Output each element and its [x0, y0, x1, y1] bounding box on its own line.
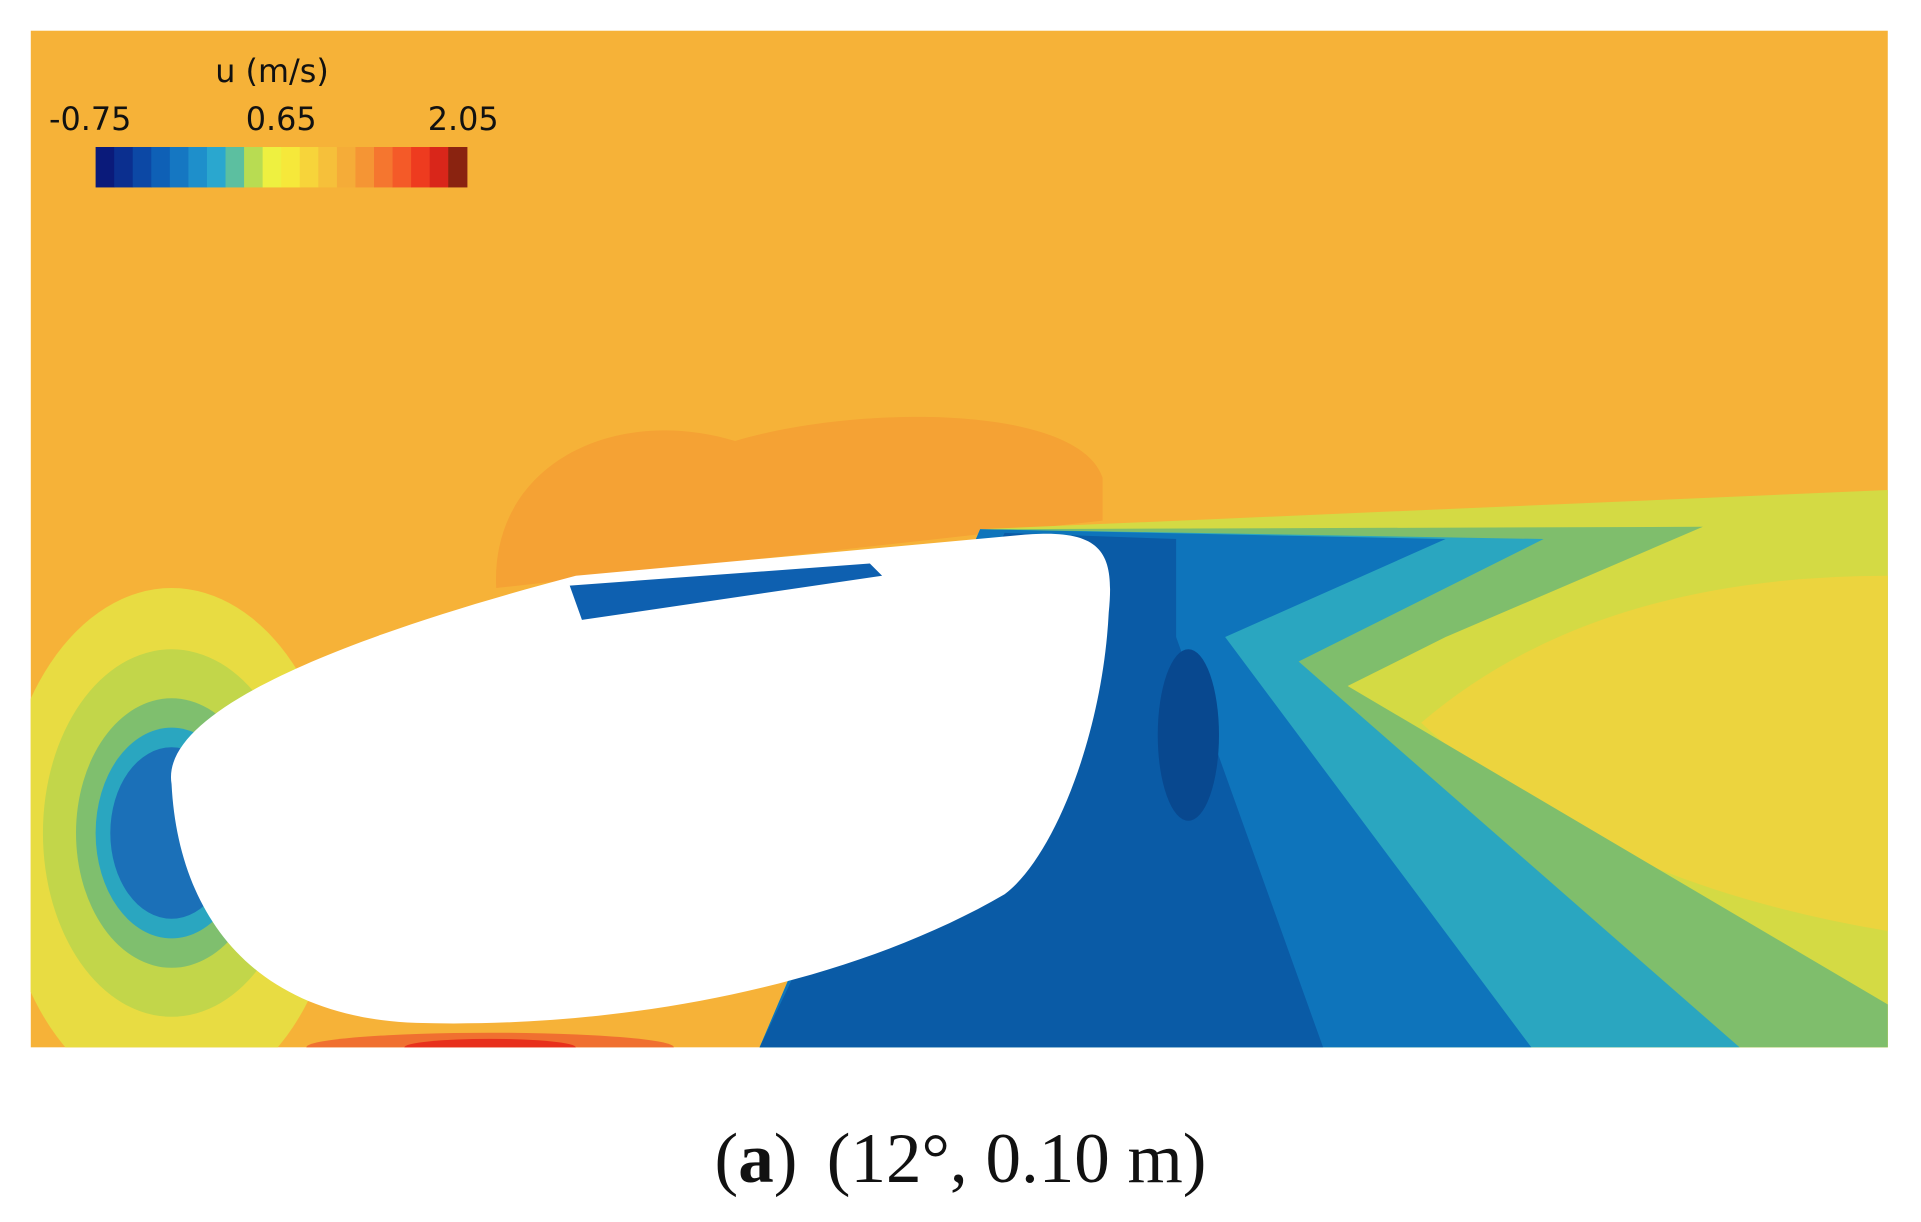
colorbar-segment: [225, 147, 245, 188]
colorbar-segment: [448, 147, 468, 188]
colorbar-tick-label: 2.05: [428, 100, 499, 138]
colorbar-segment: [336, 147, 357, 188]
colorbar-segment: [392, 147, 412, 188]
colorbar-segment: [188, 147, 208, 188]
colorbar-segment: [262, 147, 282, 188]
caption-open: (: [715, 1120, 739, 1198]
colorbar-segment: [411, 147, 431, 188]
colorbar-segment: [114, 147, 134, 188]
caption-close: ): [774, 1120, 798, 1198]
colorbar-segment: [374, 147, 394, 188]
colorbar-segment: [151, 147, 171, 188]
colorbar-title: u (m/s): [215, 52, 328, 90]
colorbar-segment: [169, 147, 190, 188]
colorbar-segment: [299, 147, 319, 188]
caption-text: (12°, 0.10 m): [827, 1120, 1207, 1198]
colorbar-segment: [429, 147, 449, 188]
colorbar-tick-label: -0.75: [49, 100, 131, 138]
colorbar-segment: [318, 147, 338, 188]
colorbar-segment: [355, 147, 375, 188]
caption-panel: a: [738, 1120, 774, 1198]
colorbar-segment: [281, 147, 301, 188]
colorbar-segment: [95, 147, 115, 188]
colorbar-segment: [206, 147, 227, 188]
caption: (a) (12°, 0.10 m): [715, 1120, 1207, 1198]
colorbar: -0.75 0.65 2.05: [49, 100, 499, 188]
colorbar-segment: [132, 147, 152, 188]
colorbar-tick-label: 0.65: [246, 100, 317, 138]
colorbar-segment: [244, 147, 264, 188]
contour-field: [30, 30, 1888, 1048]
